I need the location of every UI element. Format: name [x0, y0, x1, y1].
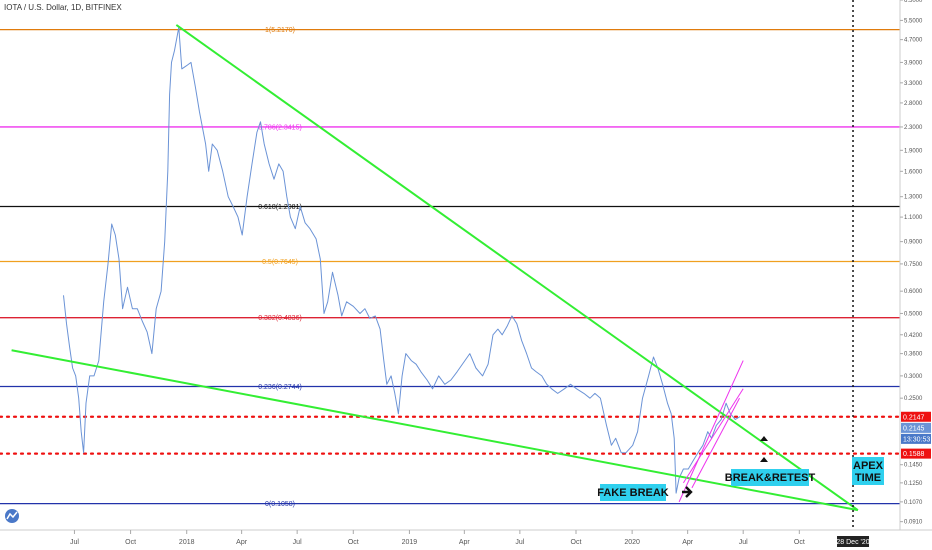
fib-level-label: 0.236(0.2744): [258, 384, 302, 391]
y-tick-label: 2.8000: [904, 101, 923, 107]
y-tick-label: 0.3600: [904, 352, 923, 358]
price-tag-lower-text: 0.1588: [903, 451, 925, 458]
channel-line: [691, 397, 740, 489]
price-tag-upper-text: 0.2147: [903, 414, 925, 421]
fib-level-label: 0.786(2.3415): [258, 124, 302, 131]
x-tick-label: Oct: [571, 539, 582, 546]
x-tick-label: Jul: [739, 539, 748, 546]
countdown-tag-bg: [901, 433, 931, 444]
y-tick-label: 1.6000: [904, 169, 923, 175]
lower-trendline: [11, 349, 859, 512]
countdown-tag-text: 13:30:53: [903, 436, 930, 443]
x-tick-label: Apr: [459, 539, 471, 546]
logo-mark: [6, 511, 18, 520]
apex-time-label-text: TIME: [855, 472, 881, 484]
price-tag-current-bg: [901, 422, 931, 433]
y-tick-label: 0.9000: [904, 240, 923, 246]
apex-date-tag-text: 28 Dec '20: [836, 539, 869, 546]
y-tick-label: 1.3000: [904, 195, 923, 201]
apex-time-label-bg: [852, 457, 884, 485]
price-line: [63, 26, 741, 494]
y-tick-label: 0.1450: [904, 463, 923, 469]
y-tick-label: 0.0910: [904, 520, 923, 526]
x-tick-label: Oct: [125, 539, 136, 546]
triangle-up-icon: [760, 436, 768, 441]
x-tick-label: Apr: [236, 539, 248, 546]
x-tick-label: Jul: [515, 539, 524, 546]
y-tick-label: 0.6000: [904, 289, 923, 295]
price-tag-current-text: 0.2145: [903, 425, 925, 432]
x-tick-label: 2020: [624, 539, 640, 546]
fake-break-label-text: FAKE BREAK: [597, 487, 669, 499]
chart-title: IOTA / U.S. Dollar, 1D, BITFINEX: [4, 3, 122, 12]
y-tick-label: 3.9000: [904, 60, 923, 66]
y-tick-label: 4.7000: [904, 38, 923, 44]
x-tick-label: Oct: [794, 539, 805, 546]
y-tick-label: 5.5000: [904, 18, 923, 24]
fib-level-label: 0.382(0.4836): [258, 315, 302, 322]
y-tick-label: 2.3000: [904, 125, 923, 131]
fib-level-label: 0.618(1.2081): [258, 204, 302, 211]
price-tag-upper-bg: [901, 411, 931, 422]
x-tick-label: Oct: [348, 539, 359, 546]
logo-icon: [5, 509, 19, 523]
y-tick-label: 1.9000: [904, 148, 923, 154]
x-tick-label: 2018: [179, 539, 195, 546]
triangle-up-icon: [760, 457, 768, 462]
fake-break-label-bg: [600, 484, 666, 501]
apex-date-tag-bg: [837, 536, 870, 547]
y-tick-label: 0.2500: [904, 396, 923, 402]
apex-date-tag: 28 Dec '20: [836, 536, 870, 547]
y-tick-label: 0.1250: [904, 481, 923, 487]
price-tag-lower-bg: [901, 448, 931, 459]
apex-time-label-text: APEX: [853, 460, 884, 472]
fib-level-label: 1(5.2170): [265, 27, 295, 34]
fib-level-label: 0.5(0.7645): [262, 259, 298, 266]
price-tag-upper: 0.2147: [901, 411, 931, 422]
x-tick-label: Jul: [293, 539, 302, 546]
y-tick-label: 6.5000: [904, 0, 923, 4]
y-tick-label: 0.4200: [904, 333, 923, 339]
channel-line: [682, 388, 744, 484]
y-tick-label: 1.1000: [904, 215, 923, 221]
y-tick-label: 0.3000: [904, 374, 923, 380]
y-tick-label: 0.1070: [904, 500, 923, 506]
y-tick-label: 3.3000: [904, 81, 923, 87]
channel-line: [678, 360, 744, 503]
break-retest-label-text: BREAK&RETEST: [725, 472, 816, 484]
price-tag-lower: 0.1588: [901, 448, 931, 459]
arrow-right-icon: [682, 486, 693, 498]
x-tick-label: 2019: [402, 539, 418, 546]
x-tick-label: Apr: [682, 539, 694, 546]
countdown-tag: 13:30:53: [901, 433, 931, 444]
y-tick-label: 0.7500: [904, 262, 923, 268]
y-tick-label: 0.5000: [904, 311, 923, 317]
upper-trendline: [175, 24, 859, 511]
x-tick-label: Jul: [70, 539, 79, 546]
break-retest-label: BREAK&RETEST: [725, 469, 816, 486]
price-tag-current: 0.2145: [901, 422, 931, 433]
fake-break-label: FAKE BREAK: [597, 484, 669, 501]
break-retest-label-bg: [731, 469, 809, 486]
fib-level-label: 0(0.1058): [265, 501, 295, 508]
